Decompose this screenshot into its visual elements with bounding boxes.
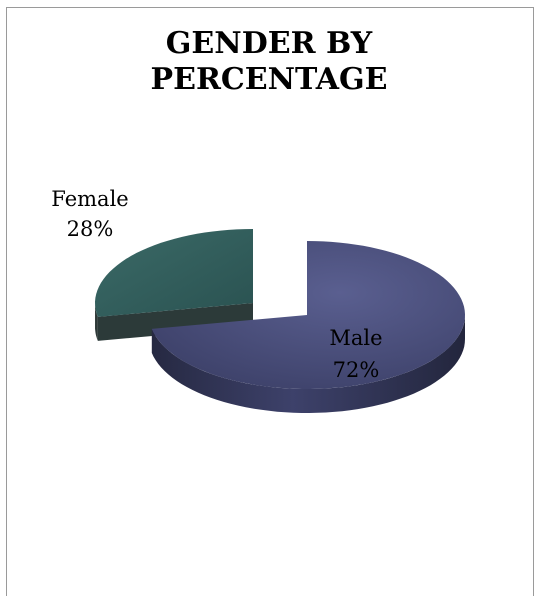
female-slice-cut-face	[97, 303, 253, 341]
female-slice	[95, 229, 253, 317]
male-slice-percent-label: 72%	[333, 358, 380, 382]
female-slice-name-label: Female	[51, 187, 128, 211]
chart-title-line-2: PERCENTAGE	[150, 62, 388, 97]
male-slice	[151, 241, 466, 389]
chart-title-line-1: GENDER BY	[165, 26, 373, 61]
male-slice-side	[151, 315, 466, 413]
male-slice-name-label: Male	[329, 326, 382, 350]
female-slice-percent-label: 28%	[67, 217, 114, 241]
female-slice-side	[95, 303, 98, 341]
